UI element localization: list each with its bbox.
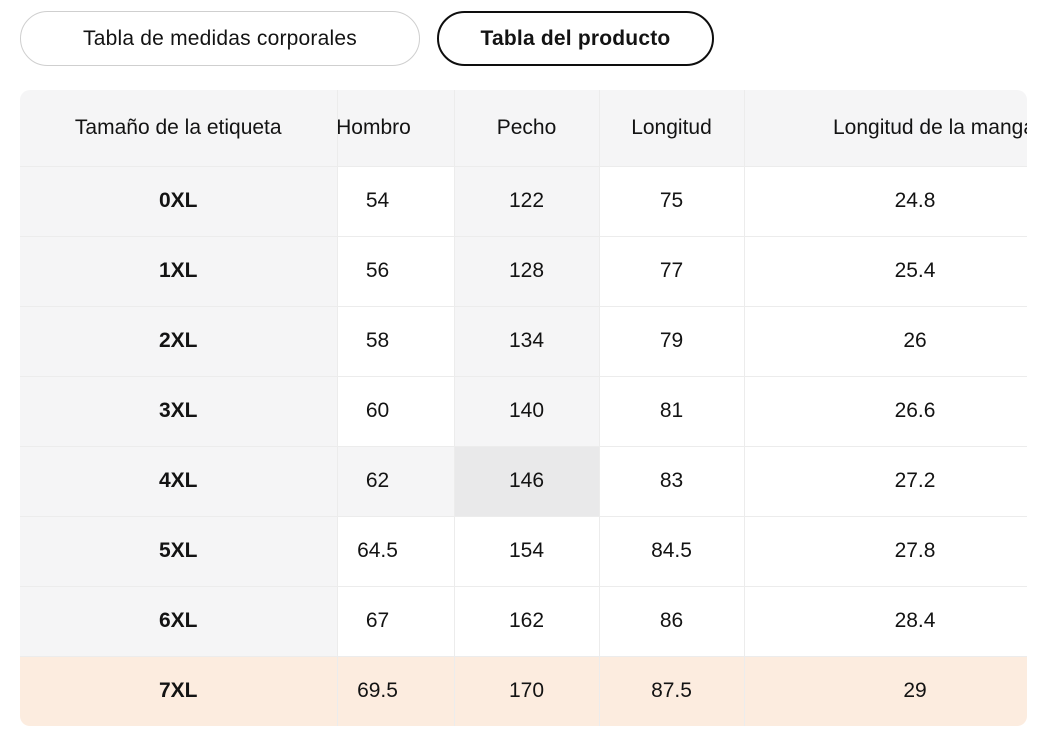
length-cell[interactable]: 86: [599, 586, 745, 657]
length-cell[interactable]: 83: [599, 446, 745, 517]
size-label-cell[interactable]: 4XL: [20, 446, 338, 517]
length-cell[interactable]: 79: [599, 306, 745, 377]
column-header-shoulder: Hombro: [337, 90, 455, 167]
table-row-2xl[interactable]: 2XL 58 134 79 26: [20, 306, 1027, 377]
length-cell[interactable]: 77: [599, 236, 745, 307]
table-row-3xl[interactable]: 3XL 60 140 81 26.6: [20, 376, 1027, 447]
sleeve-cell[interactable]: 26: [744, 306, 1027, 377]
column-header-size: Tamaño de la etiqueta: [20, 90, 338, 167]
shoulder-cell[interactable]: 67: [337, 586, 455, 657]
chest-cell[interactable]: 122: [454, 166, 600, 237]
sleeve-cell[interactable]: 26.6: [744, 376, 1027, 447]
table-row-5xl[interactable]: 5XL 64.5 154 84.5 27.8: [20, 516, 1027, 587]
shoulder-cell[interactable]: 54: [337, 166, 455, 237]
sleeve-cell[interactable]: 24.8: [744, 166, 1027, 237]
shoulder-cell[interactable]: 64.5: [337, 516, 455, 587]
sleeve-cell[interactable]: 27.2: [744, 446, 1027, 517]
size-label-cell[interactable]: 1XL: [20, 236, 338, 307]
size-label-cell[interactable]: 2XL: [20, 306, 338, 377]
size-chart-tabs: Tabla de medidas corporales Tabla del pr…: [20, 11, 1052, 66]
size-table-scroll-area[interactable]: Tamaño de la etiqueta Hombro Pecho Longi…: [20, 90, 1027, 726]
shoulder-cell[interactable]: 58: [337, 306, 455, 377]
shoulder-cell[interactable]: 62: [337, 446, 455, 517]
header-row: Tamaño de la etiqueta Hombro Pecho Longi…: [20, 90, 1027, 167]
chest-cell-hovered[interactable]: 146: [454, 446, 600, 517]
sleeve-cell[interactable]: 29: [744, 656, 1027, 726]
table-row-4xl[interactable]: 4XL 62 146 83 27.2: [20, 446, 1027, 517]
length-cell[interactable]: 75: [599, 166, 745, 237]
chest-cell[interactable]: 140: [454, 376, 600, 447]
size-label-cell[interactable]: 0XL: [20, 166, 338, 237]
tab-product-chart[interactable]: Tabla del producto: [437, 11, 714, 66]
shoulder-cell[interactable]: 56: [337, 236, 455, 307]
size-label-cell[interactable]: 5XL: [20, 516, 338, 587]
size-label-cell[interactable]: 7XL: [20, 656, 338, 726]
sleeve-cell[interactable]: 25.4: [744, 236, 1027, 307]
chest-cell[interactable]: 134: [454, 306, 600, 377]
column-header-chest: Pecho: [454, 90, 600, 167]
size-label-cell[interactable]: 3XL: [20, 376, 338, 447]
chest-cell[interactable]: 170: [454, 656, 600, 726]
tab-body-measurements[interactable]: Tabla de medidas corporales: [20, 11, 420, 66]
length-cell[interactable]: 87.5: [599, 656, 745, 726]
size-chart-panel: Tabla de medidas corporales Tabla del pr…: [20, 11, 1052, 726]
table-row-1xl[interactable]: 1XL 56 128 77 25.4: [20, 236, 1027, 307]
column-header-length: Longitud: [599, 90, 745, 167]
chest-cell[interactable]: 154: [454, 516, 600, 587]
table-row-0xl[interactable]: 0XL 54 122 75 24.8: [20, 166, 1027, 237]
chest-cell[interactable]: 162: [454, 586, 600, 657]
chest-cell[interactable]: 128: [454, 236, 600, 307]
shoulder-cell[interactable]: 69.5: [337, 656, 455, 726]
column-header-sleeve: Longitud de la manga: [744, 90, 1027, 167]
table-row-6xl[interactable]: 6XL 67 162 86 28.4: [20, 586, 1027, 657]
size-label-cell[interactable]: 6XL: [20, 586, 338, 657]
length-cell[interactable]: 81: [599, 376, 745, 447]
sleeve-cell[interactable]: 27.8: [744, 516, 1027, 587]
sleeve-cell[interactable]: 28.4: [744, 586, 1027, 657]
product-size-table: Tamaño de la etiqueta Hombro Pecho Longi…: [20, 90, 1027, 726]
table-row-7xl-selected[interactable]: 7XL 69.5 170 87.5 29: [20, 656, 1027, 726]
shoulder-cell[interactable]: 60: [337, 376, 455, 447]
length-cell[interactable]: 84.5: [599, 516, 745, 587]
